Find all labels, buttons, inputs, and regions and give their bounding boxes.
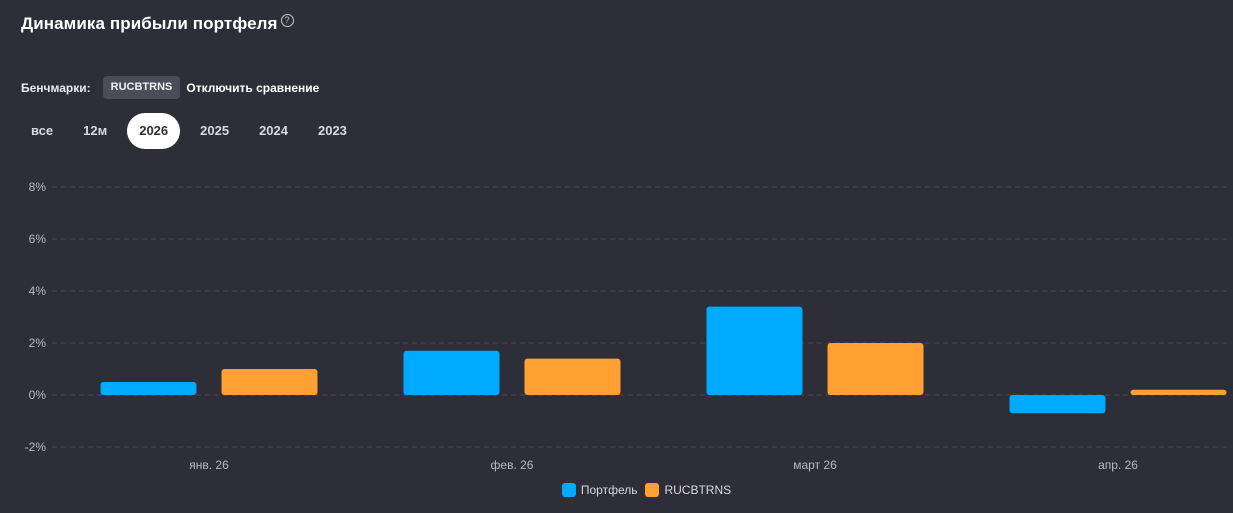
legend-item-portfolio[interactable]: Портфель xyxy=(561,483,638,497)
benchmarks-row: Бенчмарки: RUCBTRNS Отключить сравнение xyxy=(21,76,319,99)
tab-2025[interactable]: 2025 xyxy=(200,123,230,138)
bar-portfolio-1[interactable] xyxy=(403,350,500,395)
tab-all[interactable]: все xyxy=(31,123,54,138)
legend-item-benchmark[interactable]: RUCBTRNS xyxy=(645,483,731,497)
tab-12m[interactable]: 12м xyxy=(83,123,108,138)
bar-benchmark-0[interactable] xyxy=(221,369,318,395)
tab-2023[interactable]: 2023 xyxy=(317,123,347,138)
question-circle-icon[interactable]: ? xyxy=(280,14,294,27)
bar-portfolio-0[interactable] xyxy=(100,382,197,395)
legend-label-benchmark: RUCBTRNS xyxy=(664,483,732,497)
benchmark-chip[interactable]: RUCBTRNS xyxy=(102,76,181,99)
y-tick-label: 0% xyxy=(29,388,47,402)
tab-2024[interactable]: 2024 xyxy=(259,123,288,138)
benchmarks-label: Бенчмарки: xyxy=(21,80,91,95)
bar-portfolio-3[interactable] xyxy=(1009,395,1106,414)
disable-comparison-button[interactable]: Отключить сравнение xyxy=(186,80,320,95)
legend-label-portfolio: Портфель xyxy=(580,483,638,497)
x-tick-label: апр. 26 xyxy=(1098,458,1138,472)
chart-legend: Портфель RUCBTRNS xyxy=(0,483,1233,497)
y-tick-label: 6% xyxy=(29,232,47,246)
bar-benchmark-1[interactable] xyxy=(524,358,621,395)
title-row: Динамика прибыли портфеля ? xyxy=(21,14,294,34)
x-tick-label: март 26 xyxy=(793,458,837,472)
bar-benchmark-2[interactable] xyxy=(827,343,924,395)
bar-benchmark-3[interactable] xyxy=(1130,389,1227,395)
y-tick-label: 2% xyxy=(29,336,47,350)
profit-bar-chart: 8% 6% 4% 2% 0% -2% янв. 26 фев. 26 март 26 апр. 2… xyxy=(25,180,1230,472)
legend-swatch-benchmark xyxy=(645,483,660,497)
legend-swatch-portfolio xyxy=(561,483,576,497)
x-tick-label: фев. 26 xyxy=(491,458,534,472)
period-tabs: все 12м 2026 2025 2024 2023 xyxy=(21,113,367,149)
bar-portfolio-2[interactable] xyxy=(706,306,803,395)
y-tick-label: -2% xyxy=(25,440,47,454)
x-tick-label: янв. 26 xyxy=(189,458,229,472)
tab-2026[interactable]: 2026 xyxy=(127,113,181,149)
page-title: Динамика прибыли портфеля xyxy=(21,14,278,33)
y-tick-label: 8% xyxy=(29,180,47,194)
y-tick-label: 4% xyxy=(29,284,47,298)
